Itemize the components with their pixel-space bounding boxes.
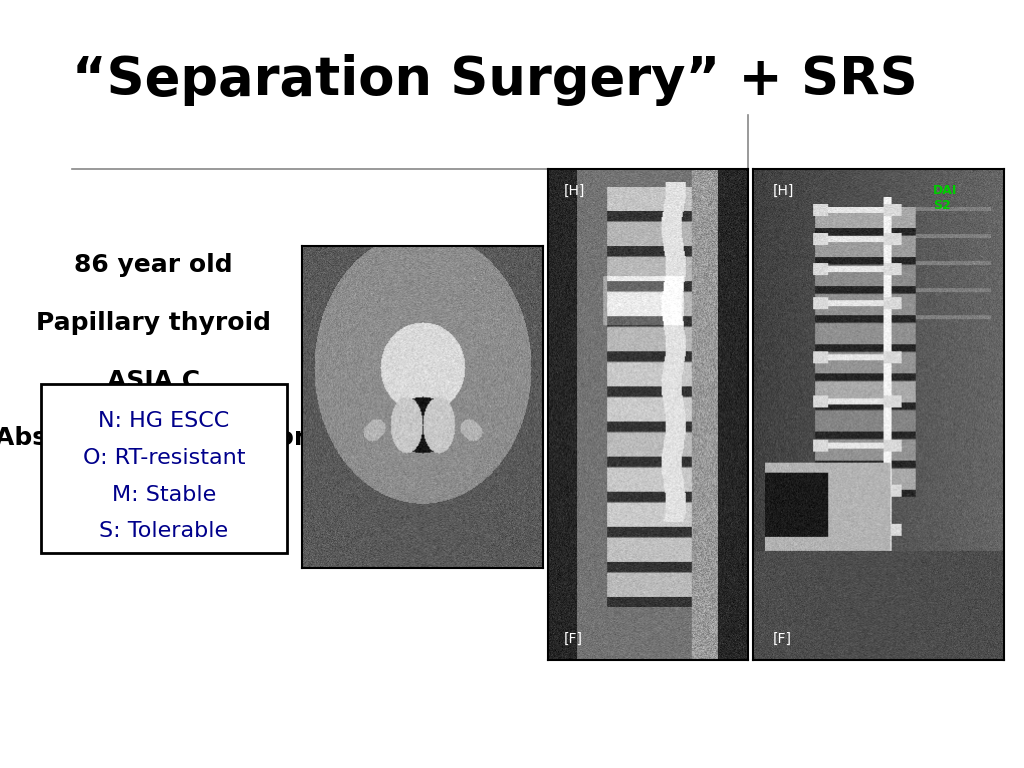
Text: [H]: [H] [564, 184, 585, 197]
Text: “Separation Surgery” + SRS: “Separation Surgery” + SRS [72, 54, 918, 106]
Text: [H]: [H] [773, 184, 794, 197]
Text: S: Tolerable: S: Tolerable [99, 521, 228, 541]
Text: M: Stable: M: Stable [112, 485, 216, 505]
Text: [F]: [F] [773, 632, 792, 646]
Text: Papillary thyroid: Papillary thyroid [36, 311, 271, 335]
Text: N: HG ESCC: N: HG ESCC [98, 411, 229, 431]
Text: O: RT-resistant: O: RT-resistant [83, 448, 245, 468]
Text: [F]: [F] [564, 632, 583, 646]
Text: 86 year old: 86 year old [75, 253, 232, 277]
Text: Absent proprioception: Absent proprioception [0, 426, 312, 450]
Text: ASIA C: ASIA C [108, 369, 200, 392]
Text: DAI
S2: DAI S2 [933, 184, 957, 212]
FancyBboxPatch shape [41, 384, 287, 553]
